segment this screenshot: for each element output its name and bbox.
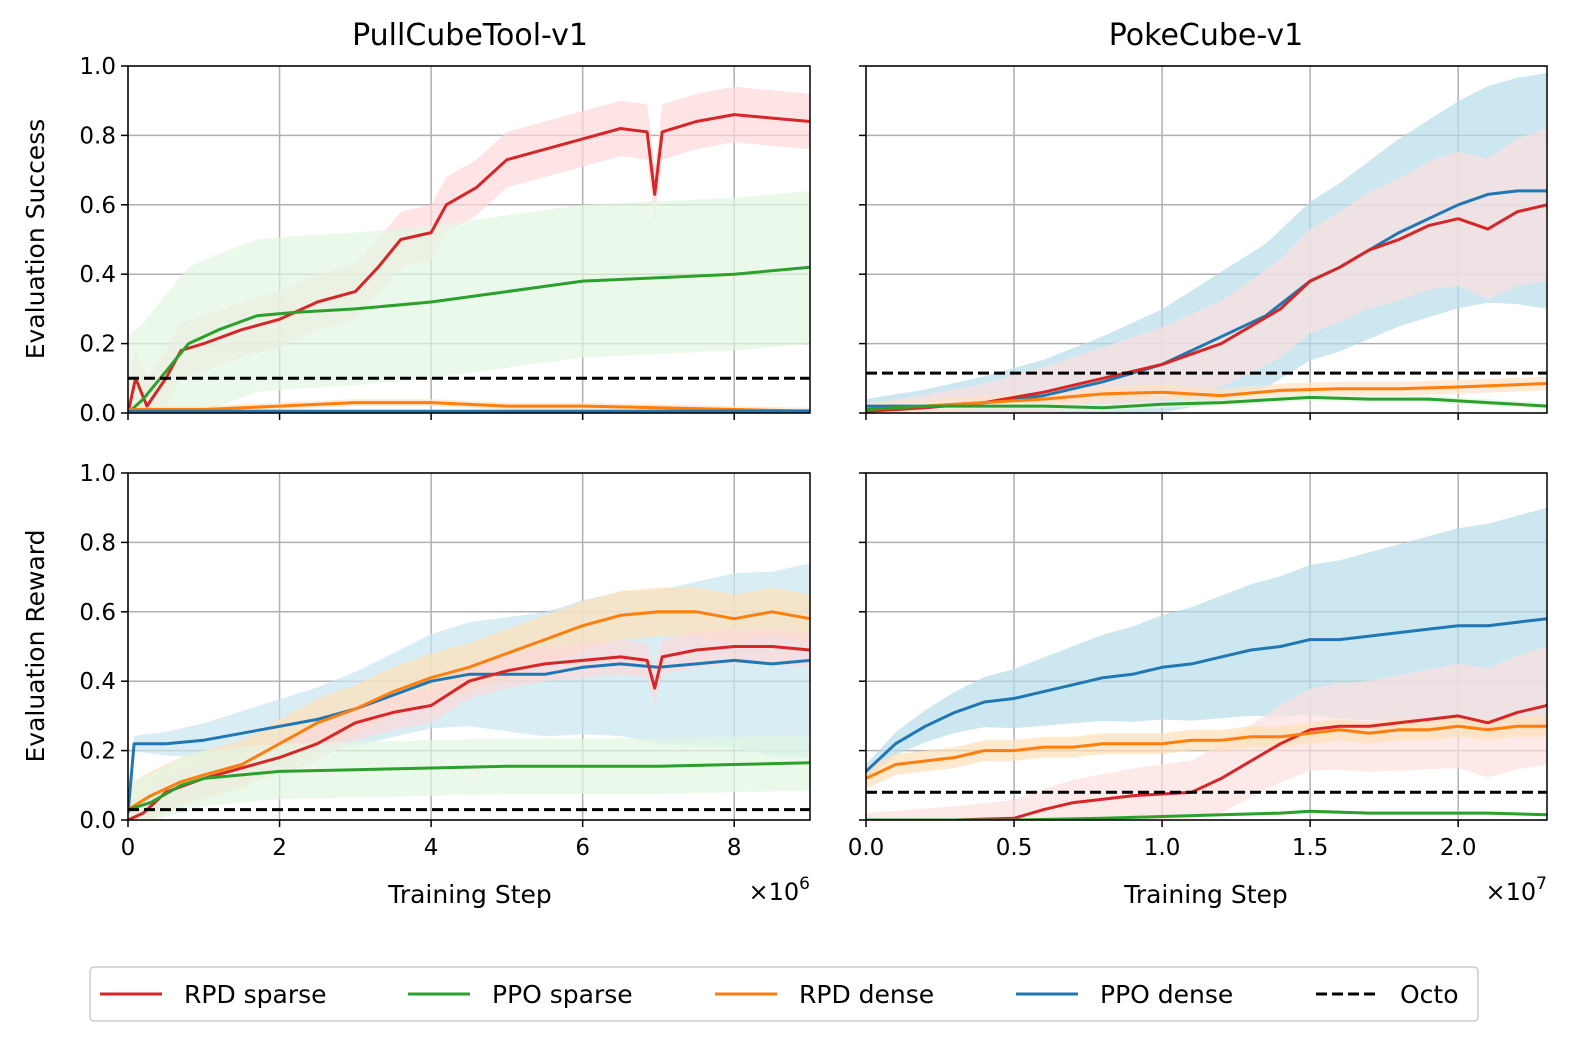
x-tick-label: 2.0 xyxy=(1440,835,1477,861)
y-tick-label: 0.0 xyxy=(79,808,116,834)
line-rpd-sparse xyxy=(128,645,810,820)
panel-reward-pullcubetool: 0.0 0.2 0.4 0.6 0.8 1.0 0 2 4 6 8 xyxy=(79,461,811,861)
legend-label: Octo xyxy=(1400,980,1459,1009)
legend: RPD sparse PPO sparse RPD dense PPO dense Oc… xyxy=(89,966,1479,1022)
band-ppo-dense xyxy=(866,72,1547,413)
panel-reward-pokecube: 0.0 0.5 1.0 1.5 2.0 xyxy=(848,472,1548,861)
legend-item-octo: Octo xyxy=(1316,980,1459,1009)
y-tick-label: 0.4 xyxy=(79,669,116,695)
legend-item-ppo-dense: PPO dense xyxy=(1016,980,1233,1009)
x-tick-label: 4 xyxy=(424,835,439,861)
band-ppo-sparse xyxy=(128,190,810,413)
axes-frame xyxy=(127,472,811,821)
plot-area xyxy=(866,72,1547,413)
x-tick-label: 0.5 xyxy=(996,835,1033,861)
band-rpd-sparse xyxy=(866,128,1547,413)
legend-label: RPD dense xyxy=(799,980,934,1009)
title-pokecube: PokeCube-v1 xyxy=(1109,18,1303,53)
line-rpd-dense xyxy=(866,382,1547,411)
y-tick-label: 0.8 xyxy=(79,530,116,556)
y-tick-label: 0.0 xyxy=(79,401,116,427)
x-multiplier-pullcubetool: ×106 xyxy=(749,874,810,906)
legend-label: PPO sparse xyxy=(492,980,633,1009)
panel-success-pokecube xyxy=(859,65,1548,420)
line-rpd-dense xyxy=(128,401,810,413)
x-tick-label: 1.5 xyxy=(1292,835,1329,861)
x-tick-label: 2 xyxy=(272,835,287,861)
line-ppo-dense xyxy=(128,658,810,814)
axes-frame xyxy=(865,65,1548,414)
x-multiplier-base: ×10 xyxy=(1486,878,1537,906)
line-ppo-sparse xyxy=(128,761,810,812)
xlabel-pokecube: Training Step xyxy=(1123,880,1288,909)
ylabel-reward: Evaluation Reward xyxy=(21,530,50,763)
ylabel-success: Evaluation Success xyxy=(21,119,50,360)
axes-frame xyxy=(865,472,1548,821)
legend-items: RPD sparse PPO sparse RPD dense PPO dense Oc… xyxy=(100,980,1459,1009)
y-tick-label: 0.6 xyxy=(79,600,116,626)
legend-label: PPO dense xyxy=(1100,980,1233,1009)
y-tick-label: 0.2 xyxy=(79,739,116,765)
axes-frame xyxy=(127,65,811,414)
y-tick-label: 1.0 xyxy=(79,461,116,487)
line-rpd-dense xyxy=(128,610,810,811)
x-multiplier-base: ×10 xyxy=(749,878,800,906)
line-ppo-sparse xyxy=(128,265,810,413)
legend-item-ppo-sparse: PPO sparse xyxy=(408,980,633,1009)
band-rpd-sparse xyxy=(866,646,1547,820)
title-pullcubetool: PullCubeTool-v1 xyxy=(352,18,588,53)
line-rpd-sparse xyxy=(866,704,1547,820)
line-rpd-dense xyxy=(866,724,1547,780)
x-tick-label: 0 xyxy=(121,835,136,861)
legend-item-rpd-sparse: RPD sparse xyxy=(100,980,327,1009)
line-ppo-dense xyxy=(866,617,1547,773)
x-tick-label: 8 xyxy=(727,835,742,861)
x-multiplier-exponent: 6 xyxy=(799,874,810,894)
y-tick-label: 0.8 xyxy=(79,123,116,149)
x-tick-label: 0.0 xyxy=(848,835,885,861)
line-ppo-sparse xyxy=(866,395,1547,411)
xlabel-pullcubetool: Training Step xyxy=(387,880,552,909)
plot-area xyxy=(128,86,810,413)
y-tick-label: 1.0 xyxy=(79,54,116,80)
legend-label: RPD sparse xyxy=(184,980,327,1009)
line-ppo-sparse xyxy=(866,809,1547,820)
x-multiplier-pokecube: ×107 xyxy=(1486,874,1547,906)
x-tick-label: 1.0 xyxy=(1144,835,1181,861)
line-rpd-sparse xyxy=(866,203,1547,413)
x-multiplier-exponent: 7 xyxy=(1536,874,1547,894)
band-ppo-sparse xyxy=(128,735,810,820)
band-rpd-dense xyxy=(866,715,1547,789)
legend-item-rpd-dense: RPD dense xyxy=(715,980,934,1009)
legend-frame xyxy=(89,966,1479,1022)
x-tick-label: 6 xyxy=(575,835,590,861)
y-tick-label: 0.4 xyxy=(79,262,116,288)
y-tick-label: 0.6 xyxy=(79,193,116,219)
plot-area xyxy=(866,507,1547,820)
plot-area xyxy=(128,563,810,820)
panels-group: 0.0 0.2 0.4 0.6 0.8 1.0 0.0 0.2 0.4 0.6 0.8 1.0 0 2 4 6… xyxy=(79,54,1548,861)
panel-success-pullcubetool: 0.0 0.2 0.4 0.6 0.8 1.0 xyxy=(79,54,811,427)
y-tick-label: 0.2 xyxy=(79,332,116,358)
